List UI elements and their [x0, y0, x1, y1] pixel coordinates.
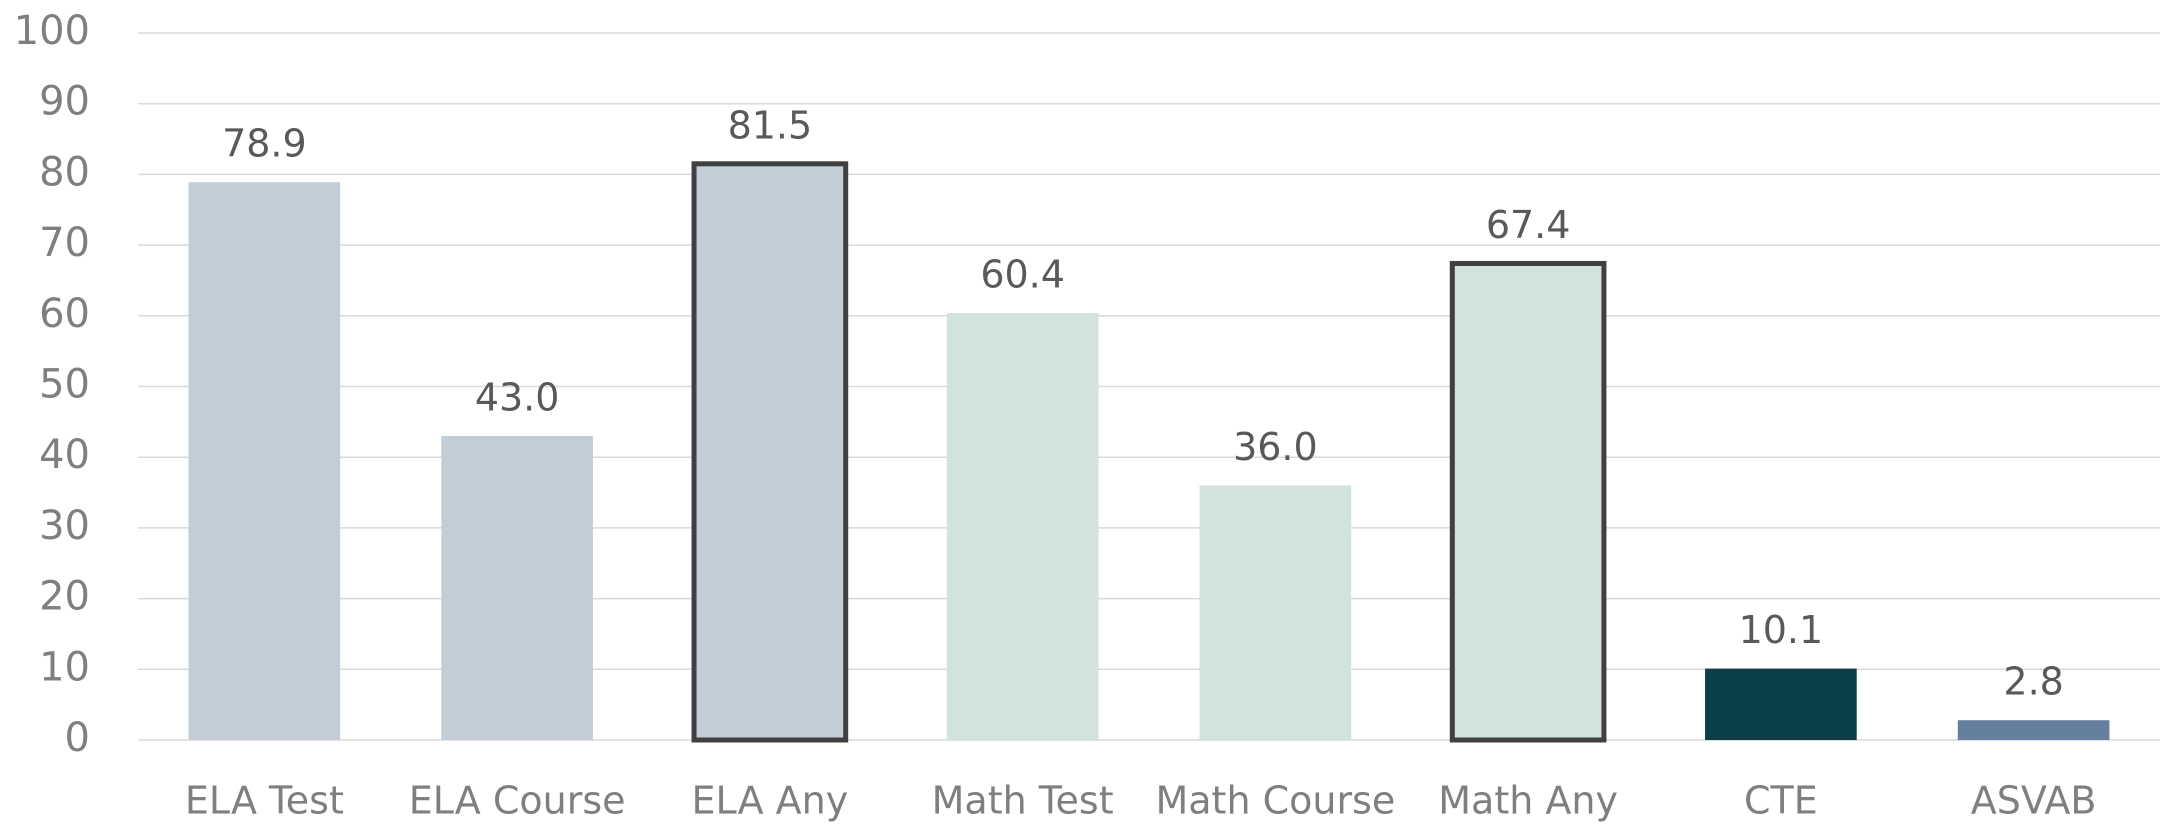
bar — [1705, 668, 1857, 740]
data-label: 10.1 — [1739, 608, 1824, 652]
bar — [691, 161, 849, 743]
y-tick-label: 10 — [39, 644, 90, 690]
y-tick-label: 40 — [39, 432, 90, 478]
x-tick-label: Math Any — [1438, 779, 1618, 823]
x-tick-label: ELA Course — [409, 779, 626, 823]
bar — [1449, 260, 1607, 743]
y-tick-label: 80 — [39, 149, 90, 195]
y-tick-label: 20 — [39, 574, 90, 620]
bar — [188, 182, 341, 740]
y-tick-label: 60 — [39, 291, 90, 337]
y-tick-label: 30 — [39, 503, 90, 549]
data-label: 36.0 — [1233, 425, 1318, 469]
data-label: 60.4 — [980, 252, 1065, 296]
data-label: 81.5 — [728, 103, 813, 147]
x-tick-label: CTE — [1744, 779, 1818, 823]
x-tick-label: ELA Test — [185, 779, 344, 823]
bar — [441, 435, 593, 740]
x-tick-label: Math Test — [932, 779, 1114, 823]
y-tick-label: 70 — [39, 220, 90, 266]
data-label: 67.4 — [1486, 203, 1571, 247]
data-label: 2.8 — [2003, 660, 2063, 704]
x-tick-label: ASVAB — [1971, 779, 2097, 823]
y-tick-label: 50 — [39, 362, 90, 408]
y-tick-label: 0 — [65, 715, 90, 761]
x-tick-label: Math Course — [1155, 779, 1395, 823]
x-tick-label: ELA Any — [692, 779, 849, 823]
data-label: 43.0 — [475, 375, 560, 419]
y-tick-label: 100 — [14, 8, 90, 54]
bar — [1199, 485, 1352, 740]
bar — [946, 312, 1099, 740]
data-label: 78.9 — [222, 122, 307, 166]
y-tick-label: 90 — [39, 79, 90, 125]
bar — [1957, 720, 2110, 740]
